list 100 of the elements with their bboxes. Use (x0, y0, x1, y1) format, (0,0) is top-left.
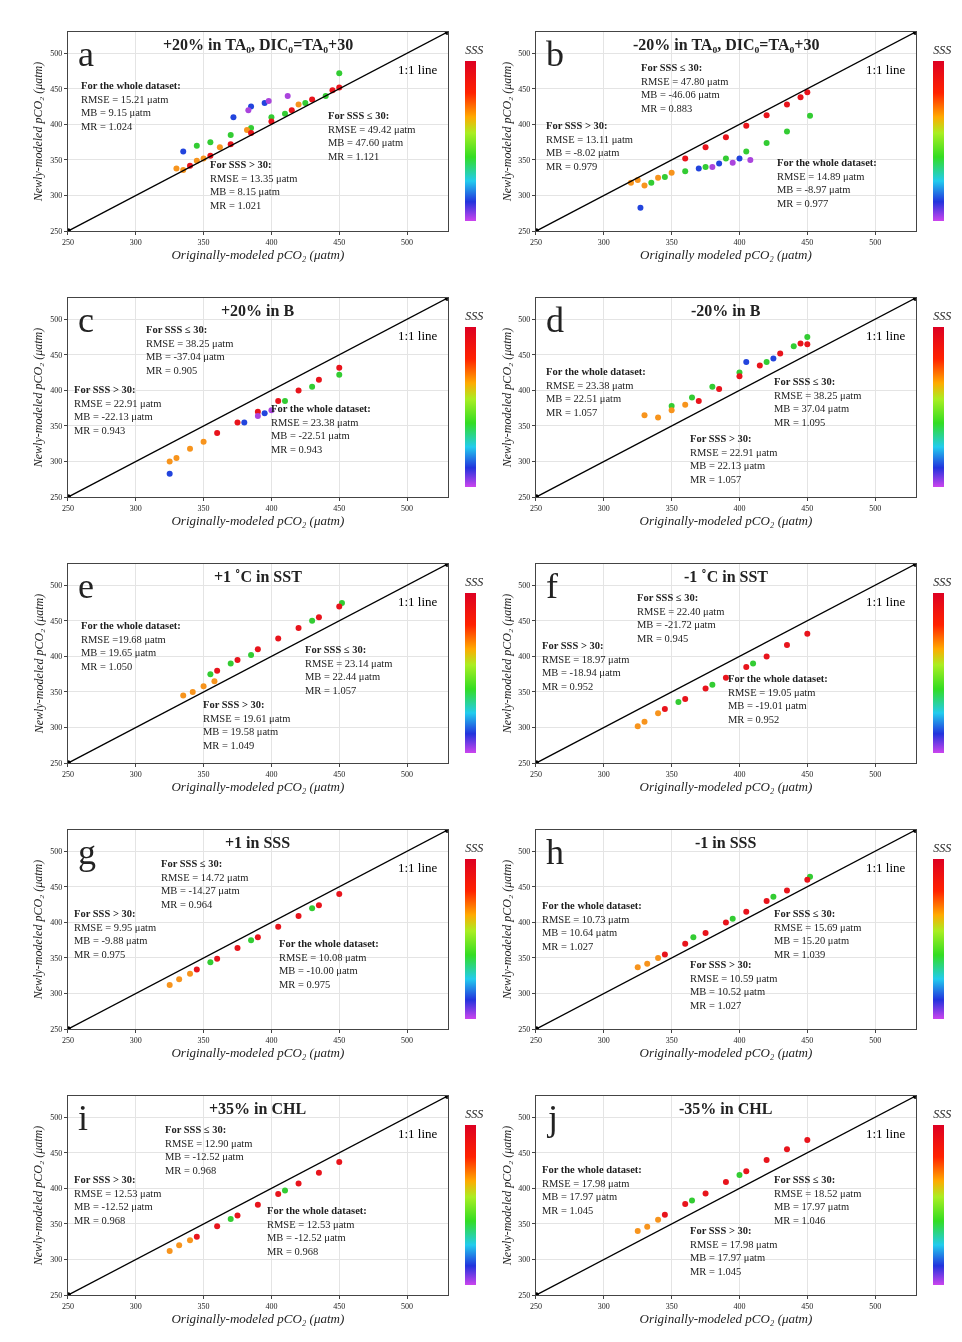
point (535, 494, 539, 498)
point (783, 1146, 790, 1153)
point (709, 383, 716, 390)
annotation: For SSS > 30: RMSE = 9.95 μatm MB = -9.88 μatm MR = 0.975 (74, 908, 157, 960)
color-bar-title: SSS (465, 841, 484, 856)
point (763, 358, 770, 365)
y-tick-label: 350 (50, 687, 63, 697)
point (655, 954, 662, 961)
annotation: For SSS ≤ 30: RMSE = 22.40 μatm MB = -21.72 μatm MR = 0.945 (637, 592, 725, 644)
x-tick-label: 450 (801, 237, 814, 247)
y-tick-label: 300 (50, 457, 63, 467)
x-tick-label: 450 (333, 1035, 346, 1045)
point (804, 341, 811, 348)
color-bar-title: SSS (465, 43, 484, 58)
chart-title: -20% in B (691, 302, 761, 319)
x-tick-label: 300 (129, 237, 142, 247)
point (295, 1180, 302, 1187)
x-tick-label: 450 (333, 769, 346, 779)
chart-title: -1 in SSS (695, 834, 757, 851)
x-tick-label: 500 (869, 769, 882, 779)
chart-title: +1 ˚C in SST (214, 568, 303, 585)
chart-title: +35% in CHL (209, 1100, 307, 1117)
point (668, 407, 675, 414)
y-tick-label: 250 (50, 1290, 63, 1300)
x-axis-title: Originally-modeled pCO₂ (μatm) (171, 247, 345, 263)
point (216, 144, 223, 151)
point (248, 651, 255, 658)
point (743, 358, 750, 365)
point (763, 898, 770, 905)
annotation: For SSS ≤ 30: RMSE = 18.52 μatm MB = 17.97 μatm MR = 1.046 (774, 1174, 862, 1226)
y-tick-label: 450 (518, 84, 531, 94)
y-tick-label: 500 (50, 315, 63, 325)
point (315, 1169, 322, 1176)
x-tick-label: 400 (265, 1035, 278, 1045)
point (166, 458, 173, 465)
annotation: For the whole dataset: RMSE = 10.08 μatm MB = -10.00 μatm MR = 0.975 (279, 938, 379, 990)
point (535, 1292, 539, 1296)
point (315, 614, 322, 621)
x-tick-label: 500 (401, 1035, 414, 1045)
x-tick-label: 350 (665, 237, 678, 247)
y-tick-label: 250 (518, 758, 531, 768)
annotation: c (78, 300, 94, 340)
x-tick-label: 300 (597, 503, 610, 513)
y-axis-title: Newly-modeled pCO₂ (μatm) (31, 593, 46, 735)
y-tick-label: 450 (518, 1148, 531, 1158)
annotation: For SSS > 30: RMSE = 22.91 μatm MB = 22.13 μatm MR = 1.057 (690, 433, 778, 485)
x-tick-label: 450 (801, 1301, 814, 1311)
x-tick-label: 250 (529, 769, 542, 779)
point (668, 169, 675, 176)
point (804, 630, 811, 637)
point (67, 228, 71, 232)
chart-title: +20% in TA₀, DIC₀=TA₀+30 (163, 36, 354, 53)
y-tick-label: 400 (518, 386, 531, 396)
x-tick-label: 500 (869, 1035, 882, 1045)
x-axis-title: Originally-modeled pCO₂ (μatm) (639, 513, 813, 529)
point (743, 908, 750, 915)
point (770, 893, 777, 900)
annotation: For SSS > 30: RMSE = 12.53 μatm MB = -12.52 μatm MR = 0.968 (74, 1174, 162, 1226)
x-tick-label: 400 (733, 1301, 746, 1311)
point (797, 94, 804, 101)
point (641, 412, 648, 419)
annotation: For SSS ≤ 30: RMSE = 47.80 μatm MB = -46.06 μatm MR = 0.883 (641, 62, 729, 114)
point (655, 1216, 662, 1223)
point (716, 385, 723, 392)
annotation: g (78, 832, 96, 872)
y-tick-label: 450 (50, 84, 63, 94)
x-tick-label: 350 (197, 769, 210, 779)
point (702, 685, 709, 692)
point (67, 1292, 71, 1296)
x-axis-title: Originally-modeled pCO₂ (μatm) (639, 1311, 813, 1327)
point (783, 642, 790, 649)
x-tick-label: 350 (665, 1301, 678, 1311)
annotation: h (546, 832, 564, 872)
y-tick-label: 300 (50, 1255, 63, 1265)
x-tick-label: 450 (801, 769, 814, 779)
x-tick-label: 400 (733, 1035, 746, 1045)
point (722, 919, 729, 926)
y-tick-label: 250 (518, 226, 531, 236)
annotation: For the whole dataset: RMSE = 19.05 μatm MB = -19.01 μatm MR = 0.952 (728, 673, 828, 725)
y-tick-label: 400 (518, 918, 531, 928)
color-bar-title: SSS (933, 43, 952, 58)
point (682, 155, 689, 162)
point (309, 617, 316, 624)
series-label: 1:1 line (866, 62, 906, 77)
point (309, 96, 316, 103)
y-tick-label: 300 (518, 723, 531, 733)
point (690, 934, 697, 941)
y-tick-label: 250 (50, 758, 63, 768)
x-axis-title: Originally-modeled pCO₂ (μatm) (639, 779, 813, 795)
point (655, 174, 662, 181)
x-tick-label: 250 (529, 503, 542, 513)
annotation: For SSS ≤ 30: RMSE = 38.25 μatm MB = -37.04 μatm MR = 0.905 (146, 324, 234, 376)
point (644, 960, 651, 967)
point (747, 156, 754, 163)
x-tick-label: 350 (197, 503, 210, 513)
point (736, 373, 743, 380)
point (295, 387, 302, 394)
point (234, 1212, 241, 1219)
annotation: For SSS ≤ 30: RMSE = 14.72 μatm MB = -14.27 μatm MR = 0.964 (161, 858, 249, 910)
annotation: a (78, 34, 94, 74)
